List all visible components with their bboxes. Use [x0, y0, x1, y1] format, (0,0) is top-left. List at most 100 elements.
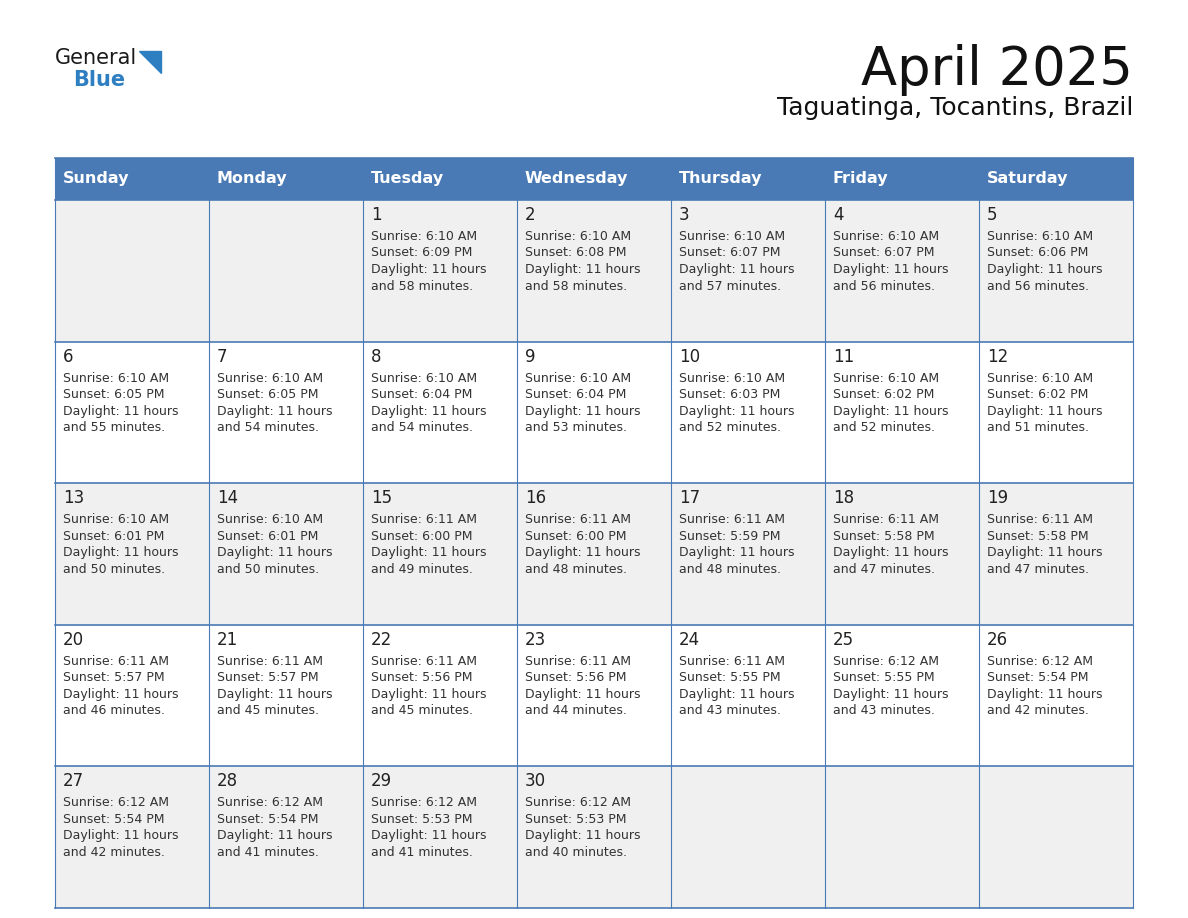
Text: Sunrise: 6:10 AM: Sunrise: 6:10 AM [371, 372, 478, 385]
Text: 2: 2 [525, 206, 536, 224]
Text: Daylight: 11 hours: Daylight: 11 hours [987, 546, 1102, 559]
Text: Thursday: Thursday [680, 172, 763, 186]
Text: Sunset: 6:05 PM: Sunset: 6:05 PM [63, 388, 164, 401]
Text: 26: 26 [987, 631, 1009, 649]
Text: Sunset: 6:05 PM: Sunset: 6:05 PM [217, 388, 318, 401]
Text: Sunset: 6:02 PM: Sunset: 6:02 PM [833, 388, 935, 401]
Text: and 50 minutes.: and 50 minutes. [217, 563, 320, 576]
Text: Sunset: 6:06 PM: Sunset: 6:06 PM [987, 247, 1088, 260]
Bar [364, 158, 517, 200]
Text: 5: 5 [987, 206, 998, 224]
Text: Sunrise: 6:10 AM: Sunrise: 6:10 AM [987, 230, 1093, 243]
Text: Daylight: 11 hours: Daylight: 11 hours [525, 829, 640, 843]
Text: and 57 minutes.: and 57 minutes. [680, 279, 782, 293]
Bar [517, 625, 671, 767]
Text: Daylight: 11 hours: Daylight: 11 hours [525, 405, 640, 418]
Text: Sunday: Sunday [63, 172, 129, 186]
Text: Sunset: 5:55 PM: Sunset: 5:55 PM [833, 671, 935, 684]
Text: Sunrise: 6:10 AM: Sunrise: 6:10 AM [525, 372, 631, 385]
Text: Saturday: Saturday [987, 172, 1068, 186]
Bar [209, 483, 364, 625]
Text: and 55 minutes.: and 55 minutes. [63, 421, 165, 434]
Bar [517, 200, 671, 341]
Text: and 40 minutes.: and 40 minutes. [525, 845, 627, 859]
Text: Daylight: 11 hours: Daylight: 11 hours [217, 688, 333, 700]
Text: Sunset: 5:59 PM: Sunset: 5:59 PM [680, 530, 781, 543]
Text: Daylight: 11 hours: Daylight: 11 hours [833, 688, 948, 700]
Text: Sunset: 5:58 PM: Sunset: 5:58 PM [987, 530, 1088, 543]
Text: 8: 8 [371, 348, 381, 365]
Text: Daylight: 11 hours: Daylight: 11 hours [63, 405, 178, 418]
Text: 11: 11 [833, 348, 854, 365]
Text: Sunrise: 6:12 AM: Sunrise: 6:12 AM [371, 797, 478, 810]
Text: Sunrise: 6:12 AM: Sunrise: 6:12 AM [987, 655, 1093, 667]
Bar [209, 158, 364, 200]
Text: Sunrise: 6:10 AM: Sunrise: 6:10 AM [217, 513, 323, 526]
Text: Sunset: 6:04 PM: Sunset: 6:04 PM [525, 388, 626, 401]
Text: Sunrise: 6:11 AM: Sunrise: 6:11 AM [525, 513, 631, 526]
Text: and 52 minutes.: and 52 minutes. [680, 421, 781, 434]
Text: 24: 24 [680, 631, 700, 649]
Text: Sunrise: 6:11 AM: Sunrise: 6:11 AM [371, 513, 478, 526]
Bar [517, 767, 671, 908]
Text: Friday: Friday [833, 172, 889, 186]
Text: 6: 6 [63, 348, 74, 365]
Text: 22: 22 [371, 631, 392, 649]
Text: and 42 minutes.: and 42 minutes. [63, 845, 165, 859]
Bar [364, 767, 517, 908]
Text: and 46 minutes.: and 46 minutes. [63, 704, 165, 717]
Text: and 48 minutes.: and 48 minutes. [680, 563, 781, 576]
Text: Sunset: 5:54 PM: Sunset: 5:54 PM [63, 813, 164, 826]
Text: General: General [55, 48, 138, 68]
Text: Tuesday: Tuesday [371, 172, 444, 186]
Text: Daylight: 11 hours: Daylight: 11 hours [987, 263, 1102, 276]
Bar [517, 483, 671, 625]
Text: Daylight: 11 hours: Daylight: 11 hours [680, 688, 795, 700]
Text: 15: 15 [371, 489, 392, 508]
Text: Sunset: 6:00 PM: Sunset: 6:00 PM [525, 530, 626, 543]
Bar [671, 200, 824, 341]
Text: Daylight: 11 hours: Daylight: 11 hours [833, 263, 948, 276]
Text: and 47 minutes.: and 47 minutes. [833, 563, 935, 576]
Text: and 54 minutes.: and 54 minutes. [371, 421, 473, 434]
Text: and 48 minutes.: and 48 minutes. [525, 563, 627, 576]
Text: 12: 12 [987, 348, 1009, 365]
Text: Sunrise: 6:10 AM: Sunrise: 6:10 AM [833, 230, 940, 243]
Text: April 2025: April 2025 [861, 44, 1133, 96]
Text: Sunrise: 6:11 AM: Sunrise: 6:11 AM [63, 655, 169, 667]
Text: Daylight: 11 hours: Daylight: 11 hours [371, 829, 487, 843]
Text: 30: 30 [525, 772, 546, 790]
Text: 14: 14 [217, 489, 238, 508]
Bar [824, 483, 979, 625]
Text: Sunrise: 6:11 AM: Sunrise: 6:11 AM [680, 513, 785, 526]
Text: Sunset: 6:07 PM: Sunset: 6:07 PM [680, 247, 781, 260]
Bar [824, 341, 979, 483]
Text: Sunset: 5:56 PM: Sunset: 5:56 PM [525, 671, 626, 684]
Text: Daylight: 11 hours: Daylight: 11 hours [371, 263, 487, 276]
Text: Sunrise: 6:10 AM: Sunrise: 6:10 AM [63, 513, 169, 526]
Text: Sunset: 5:54 PM: Sunset: 5:54 PM [987, 671, 1088, 684]
Text: Daylight: 11 hours: Daylight: 11 hours [680, 263, 795, 276]
Text: Daylight: 11 hours: Daylight: 11 hours [525, 688, 640, 700]
Text: Daylight: 11 hours: Daylight: 11 hours [833, 405, 948, 418]
Text: Monday: Monday [217, 172, 287, 186]
Bar [55, 341, 209, 483]
Text: Sunrise: 6:10 AM: Sunrise: 6:10 AM [833, 372, 940, 385]
Text: 1: 1 [371, 206, 381, 224]
Bar [55, 158, 209, 200]
Text: and 51 minutes.: and 51 minutes. [987, 421, 1089, 434]
Text: and 41 minutes.: and 41 minutes. [371, 845, 473, 859]
Bar [824, 625, 979, 767]
Bar [979, 158, 1133, 200]
Text: 7: 7 [217, 348, 227, 365]
Bar [979, 483, 1133, 625]
Bar [364, 200, 517, 341]
Bar [364, 483, 517, 625]
Text: and 54 minutes.: and 54 minutes. [217, 421, 320, 434]
Text: Sunset: 5:53 PM: Sunset: 5:53 PM [525, 813, 626, 826]
Text: Sunrise: 6:10 AM: Sunrise: 6:10 AM [63, 372, 169, 385]
Text: Daylight: 11 hours: Daylight: 11 hours [63, 829, 178, 843]
Bar [55, 483, 209, 625]
Text: Daylight: 11 hours: Daylight: 11 hours [525, 263, 640, 276]
Text: and 52 minutes.: and 52 minutes. [833, 421, 935, 434]
